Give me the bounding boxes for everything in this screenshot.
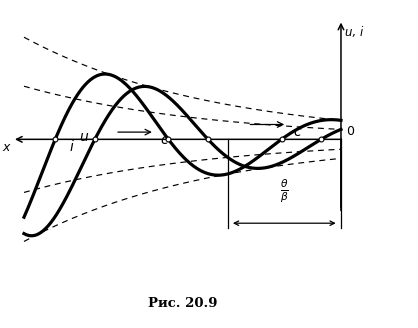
Text: c: c (293, 125, 301, 139)
Text: $\frac{\theta}{\beta}$: $\frac{\theta}{\beta}$ (280, 177, 289, 205)
Text: i: i (70, 140, 74, 154)
Text: Рис. 20.9: Рис. 20.9 (148, 297, 217, 310)
Text: c: c (160, 133, 168, 147)
Text: u: u (79, 130, 88, 144)
Text: x: x (3, 141, 10, 154)
Text: u, i: u, i (345, 26, 363, 39)
Text: 0: 0 (346, 125, 354, 138)
